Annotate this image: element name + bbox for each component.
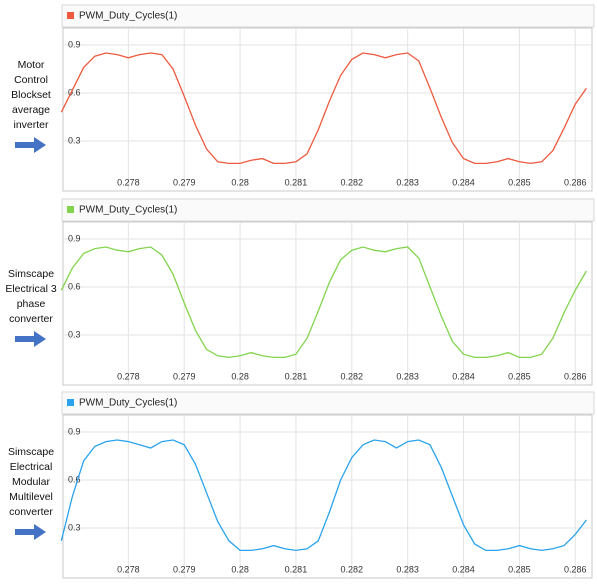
legend-strip — [61, 198, 595, 222]
legend: PWM_Duty_Cycles(1) — [79, 11, 177, 22]
x-tick-label: 0.279 — [173, 564, 196, 574]
x-tick-label: 0.283 — [396, 564, 419, 574]
legend: PWM_Duty_Cycles(1) — [79, 205, 177, 216]
y-tick-label: 0.9 — [68, 426, 81, 436]
series-line — [60, 52, 587, 165]
x-tick-label: 0.284 — [452, 564, 475, 574]
x-tick-label: 0.282 — [341, 564, 364, 574]
arrow — [15, 331, 46, 347]
series-line — [60, 246, 587, 359]
legend: PWM_Duty_Cycles(1) — [79, 398, 177, 409]
x-tick-label: 0.284 — [452, 177, 475, 187]
x-tick-label: 0.286 — [564, 371, 587, 381]
x-tick-label: 0.279 — [173, 371, 196, 381]
x-tick-label: 0.285 — [508, 371, 531, 381]
arrow — [15, 524, 46, 540]
plot-area — [62, 414, 593, 579]
x-tick-label: 0.281 — [285, 564, 308, 574]
x-tick-label: 0.279 — [173, 177, 196, 187]
x-tick-label: 0.282 — [341, 371, 364, 381]
x-tick-label: 0.282 — [341, 177, 364, 187]
x-tick-label: 0.281 — [285, 177, 308, 187]
side-label: Motor Control Blockset average inverter — [11, 59, 51, 131]
y-tick-label: 0.6 — [68, 281, 81, 291]
series-line — [60, 439, 587, 552]
legend-swatch — [67, 12, 74, 19]
legend-swatch — [67, 206, 74, 213]
x-tick-label: 0.283 — [396, 371, 419, 381]
x-tick-label: 0.28 — [231, 564, 249, 574]
x-tick-label: 0.28 — [231, 371, 249, 381]
x-tick-label: 0.285 — [508, 564, 531, 574]
y-tick-label: 0.6 — [68, 87, 81, 97]
x-tick-label: 0.285 — [508, 177, 531, 187]
x-tick-label: 0.283 — [396, 177, 419, 187]
x-tick-label: 0.286 — [564, 564, 587, 574]
y-tick-label: 0.3 — [68, 522, 81, 532]
y-tick-label: 0.3 — [68, 135, 81, 145]
side-label: Simscape Electrical Modular Multilevel c… — [7, 446, 55, 518]
y-tick-label: 0.3 — [68, 329, 81, 339]
plot-area — [62, 221, 593, 386]
arrow — [15, 137, 46, 153]
x-tick-label: 0.278 — [117, 177, 140, 187]
x-tick-label: 0.278 — [117, 371, 140, 381]
y-tick-label: 0.9 — [68, 233, 81, 243]
y-tick-label: 0.6 — [68, 474, 81, 484]
x-tick-label: 0.286 — [564, 177, 587, 187]
legend-strip — [61, 391, 595, 415]
x-tick-label: 0.284 — [452, 371, 475, 381]
legend-strip — [61, 4, 595, 28]
y-tick-label: 0.9 — [68, 39, 81, 49]
x-tick-label: 0.278 — [117, 564, 140, 574]
plot-area — [62, 27, 593, 192]
side-label: Simscape Electrical 3 phase converter — [5, 268, 57, 325]
legend-swatch — [67, 399, 74, 406]
x-tick-label: 0.28 — [231, 177, 249, 187]
x-tick-label: 0.281 — [285, 371, 308, 381]
